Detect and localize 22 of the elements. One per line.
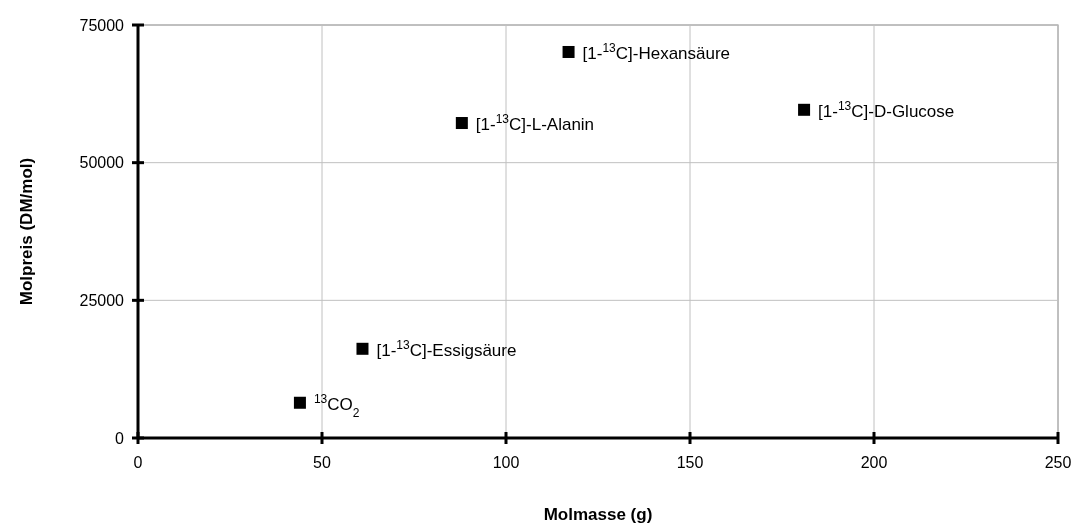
x-axis-title: Molmasse (g)	[543, 505, 653, 524]
point	[293, 396, 306, 409]
annotation: [1-$^{13}$C]-D-Glucose	[818, 98, 955, 121]
x-tick-label: 200	[860, 454, 888, 471]
annotation: [1-$^{13}$C]-Essigsäure	[376, 337, 517, 360]
x-tick-label: 100	[492, 454, 520, 471]
point	[455, 117, 468, 130]
x-tick-label: 0	[133, 454, 143, 471]
annotation: [1-$^{13}$C]-Hexansäure	[582, 40, 731, 63]
x-tick-label: 50	[313, 454, 331, 471]
y-tick-label: 50000	[79, 154, 125, 172]
x-tick-label: 250	[1044, 454, 1072, 471]
y-tick-label: 0	[115, 429, 125, 447]
x-tick-label: 150	[676, 454, 704, 471]
point	[798, 103, 811, 116]
annotation: [1-$^{13}$C]-L-Alanin	[475, 111, 595, 134]
point	[356, 342, 369, 355]
y-tick-label: 75000	[79, 16, 125, 34]
y-axis-title: Molpreis (DM/mol)	[17, 157, 36, 306]
y-tick-label: 25000	[79, 291, 125, 309]
point	[562, 45, 575, 58]
annotation: $^{13}$CO$_{2}$	[313, 391, 360, 420]
